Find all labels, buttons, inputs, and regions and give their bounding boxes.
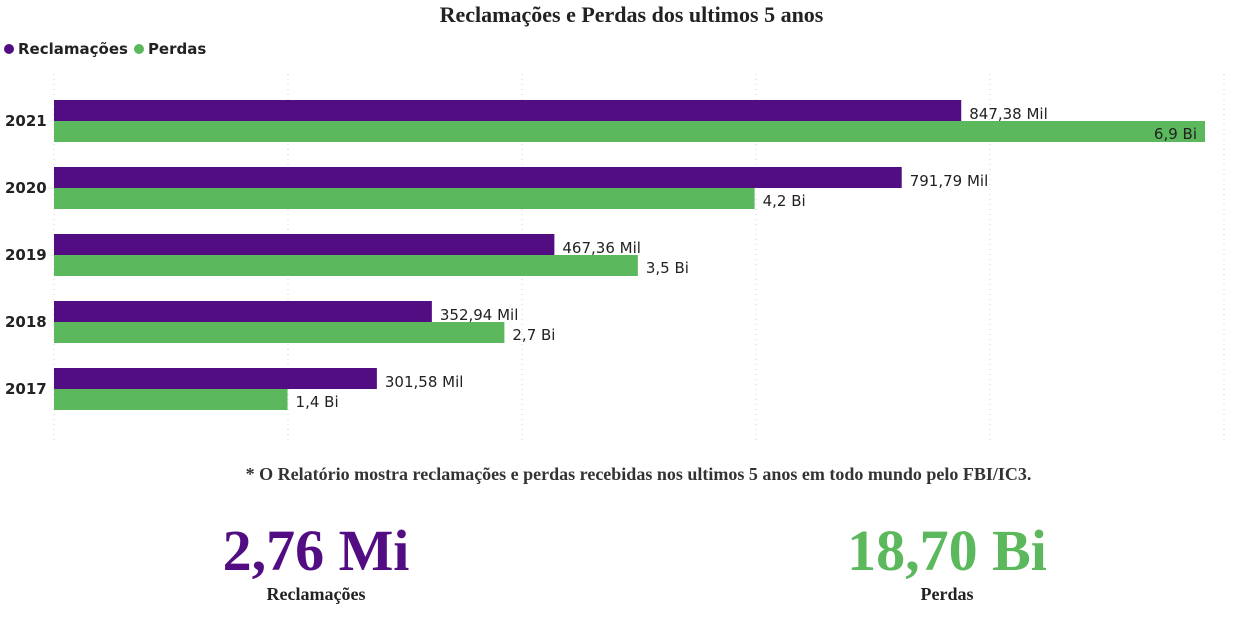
data-label-reclamacoes-2021: 847,38 Mil: [969, 105, 1048, 123]
kpi-label-reclamacoes: Reclamações: [266, 584, 366, 604]
bar-perdas-2017: [54, 389, 288, 410]
legend-label-perdas: Perdas: [147, 40, 207, 58]
bar-reclamacoes-2021: [54, 100, 962, 121]
bar-reclamacoes-2018: [54, 301, 432, 322]
bar-reclamacoes-2017: [54, 368, 377, 389]
data-label-perdas-2018: 2,7 Bi: [512, 326, 555, 344]
category-label-2020: 2020: [5, 179, 47, 197]
data-label-perdas-2019: 3,5 Bi: [646, 259, 689, 277]
data-label-perdas-2017: 1,4 Bi: [296, 393, 339, 411]
category-label-2017: 2017: [5, 380, 47, 398]
bar-reclamacoes-2019: [54, 234, 555, 255]
kpi-card-reclamacoes: 2,76 Mi Reclamações: [106, 520, 526, 606]
bar-perdas-2018: [54, 322, 505, 343]
kpi-value-perdas: 18,70 Bi: [847, 518, 1047, 583]
kpi-value-reclamacoes: 2,76 Mi: [222, 518, 410, 583]
chart-legend: Reclamações Perdas: [4, 38, 212, 60]
bar-perdas-2019: [54, 255, 638, 276]
category-label-2019: 2019: [5, 246, 47, 264]
data-label-perdas-2020: 4,2 Bi: [763, 192, 806, 210]
legend-marker-perdas: [133, 44, 144, 54]
data-label-perdas-2021: 6,9 Bi: [1154, 125, 1197, 143]
category-label-2021: 2021: [5, 112, 47, 130]
chart-title: Reclamações e Perdas dos ultimos 5 anos: [439, 2, 824, 27]
category-label-2018: 2018: [5, 313, 47, 331]
data-label-reclamacoes-2017: 301,58 Mil: [385, 373, 464, 391]
bar-perdas-2021: [54, 121, 1205, 142]
data-label-reclamacoes-2018: 352,94 Mil: [440, 306, 519, 324]
legend-item-reclamacoes[interactable]: Reclamações: [4, 40, 128, 58]
data-label-reclamacoes-2019: 467,36 Mil: [562, 239, 641, 257]
footnote: * O Relatório mostra reclamações e perda…: [245, 464, 1032, 484]
legend-label-reclamacoes: Reclamações: [18, 40, 128, 58]
kpi-label-perdas: Perdas: [920, 584, 974, 604]
kpi-card-perdas: 18,70 Bi Perdas: [737, 520, 1157, 606]
legend-item-perdas[interactable]: Perdas: [133, 40, 207, 58]
data-label-reclamacoes-2020: 791,79 Mil: [910, 172, 989, 190]
legend-marker-reclamacoes: [4, 44, 14, 54]
bar-perdas-2020: [54, 188, 755, 209]
bar-reclamacoes-2020: [54, 167, 902, 188]
bar-chart: 2021 847,38 Mil 6,9 Bi 2020 791,79 Mil 4,2 Bi…: [5, 74, 1225, 442]
